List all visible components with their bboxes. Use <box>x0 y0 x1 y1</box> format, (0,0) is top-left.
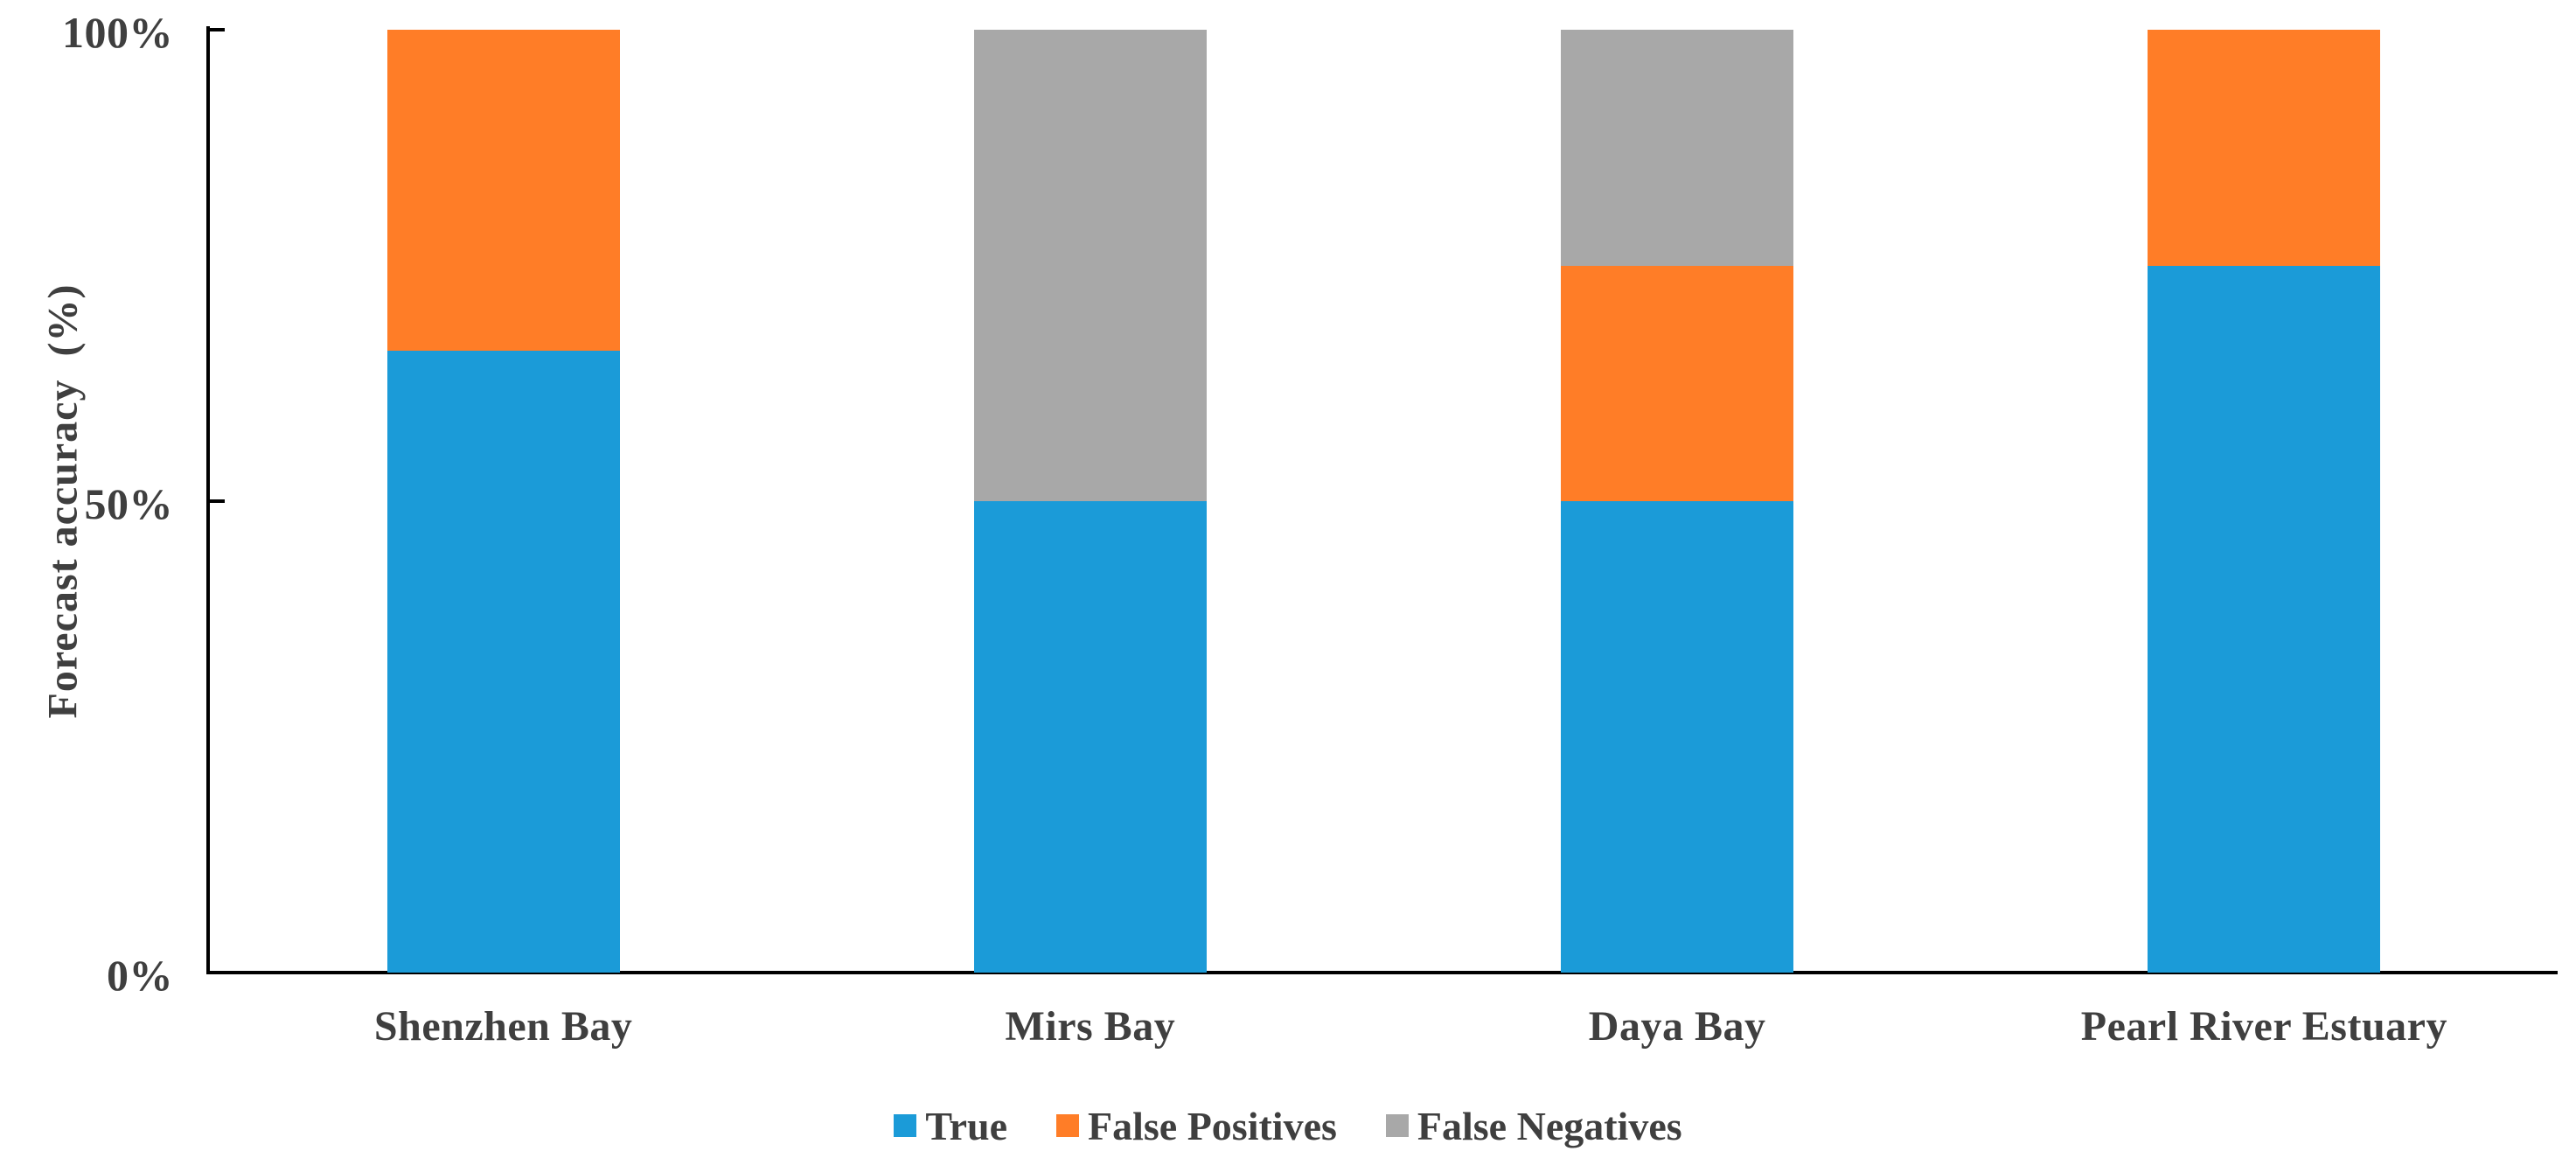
legend-swatch-icon <box>1056 1114 1079 1137</box>
y-tick-mark <box>210 499 225 503</box>
legend-item-true: True <box>894 1103 1007 1149</box>
bar-segment-true <box>1561 501 1794 973</box>
category-label: Shenzhen Bay <box>373 1003 633 1050</box>
x-axis-line <box>206 971 2558 974</box>
category-label: Daya Bay <box>1588 1003 1766 1050</box>
bar-segment-false-negatives <box>1561 30 1794 266</box>
y-tick-label: 0% <box>107 951 173 1000</box>
y-axis-line <box>206 26 210 974</box>
legend-swatch-icon <box>1385 1114 1409 1137</box>
y-tick-label: 100% <box>62 8 173 57</box>
category-label: Mirs Bay <box>1005 1003 1176 1050</box>
y-tick-mark <box>210 28 225 31</box>
legend-label: False Positives <box>1088 1103 1337 1148</box>
bar-segment-true <box>386 350 620 973</box>
bar-segment-true <box>2148 265 2381 973</box>
legend-label: True <box>925 1103 1007 1148</box>
legend: True False Positives False Negatives <box>0 1095 2576 1156</box>
legend-swatch-icon <box>894 1114 917 1137</box>
legend-item-false-positives: False Positives <box>1056 1103 1337 1149</box>
bar-segment-false-positives <box>386 30 620 351</box>
bar-segment-false-positives <box>2148 30 2381 266</box>
category-label: Pearl River Estuary <box>2080 1003 2447 1050</box>
bar-segment-false-negatives <box>973 30 1207 501</box>
bar-segment-true <box>973 501 1207 973</box>
bar-segment-false-positives <box>1561 265 1794 501</box>
legend-label: False Negatives <box>1417 1103 1682 1148</box>
legend-item-false-negatives: False Negatives <box>1385 1103 1682 1149</box>
y-tick-label: 50% <box>84 479 173 528</box>
